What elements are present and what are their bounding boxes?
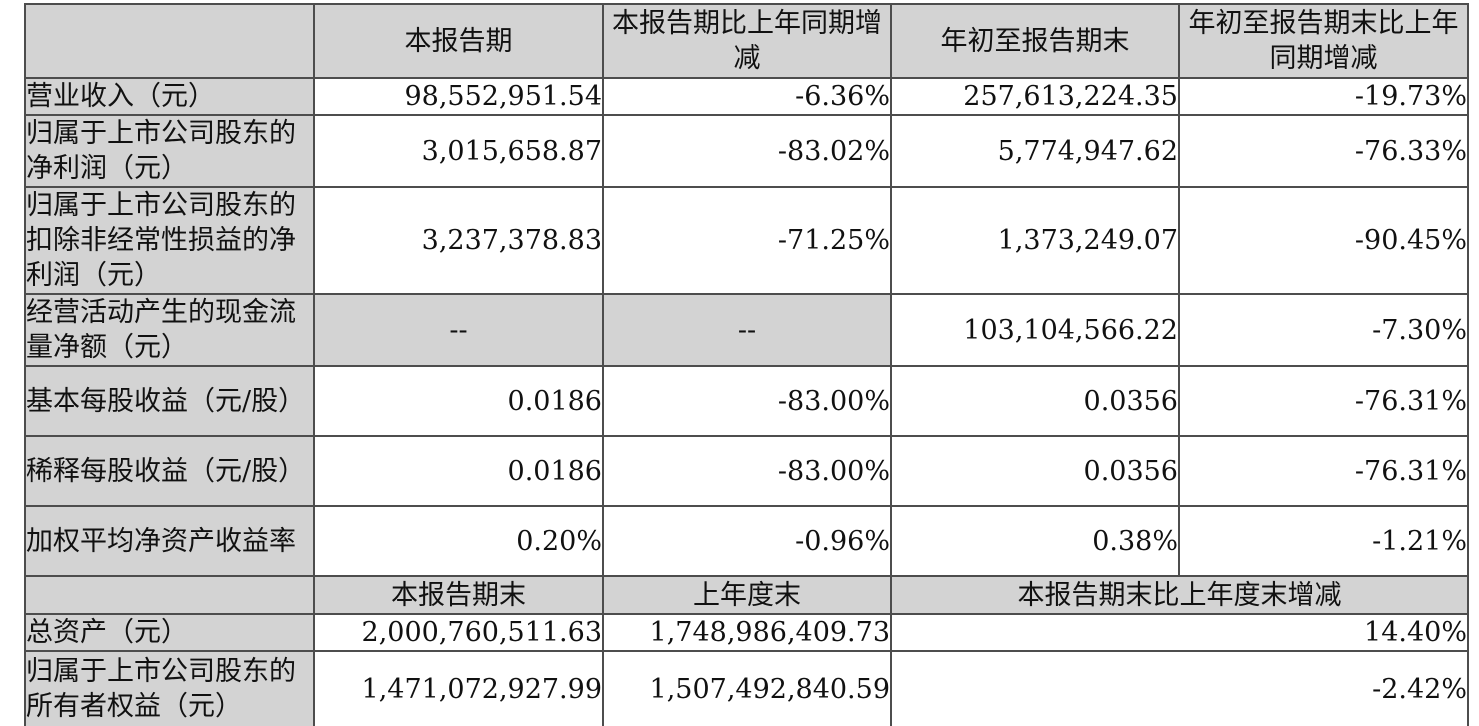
- diluted-eps-ytd-yoy: -76.31%: [1178, 435, 1469, 507]
- table-row-operating-cash-flow: 经营活动产生的现金流量净额（元） -- -- 103,104,566.22 -7…: [24, 293, 1469, 367]
- header-ytd-yoy: 年初至报告期末比上年同期增减: [1178, 3, 1469, 79]
- deducted-net-profit-current-value: 3,237,378.83: [313, 186, 604, 295]
- table-row-net-profit: 归属于上市公司股东的净利润（元） 3,015,658.87 -83.02% 5,…: [24, 114, 1469, 188]
- header-ytd: 年初至报告期末: [890, 3, 1180, 79]
- table-row-revenue: 营业收入（元） 98,552,951.54 -6.36% 257,613,224…: [24, 77, 1469, 116]
- basic-eps-ytd-value: 0.0356: [890, 365, 1180, 437]
- net-profit-ytd-yoy: -76.33%: [1178, 114, 1469, 188]
- header-period-end-change: 本报告期末比上年度末增减: [890, 575, 1469, 615]
- basic-eps-ytd-yoy: -76.31%: [1178, 365, 1469, 437]
- net-profit-current-value: 3,015,658.87: [313, 114, 604, 188]
- row-label-revenue: 营业收入（元）: [24, 77, 315, 116]
- total-assets-change: 14.40%: [890, 613, 1469, 652]
- revenue-ytd-yoy: -19.73%: [1178, 77, 1469, 116]
- row-label-operating-cash-flow: 经营活动产生的现金流量净额（元）: [24, 293, 315, 367]
- operating-cash-flow-current-yoy: --: [602, 293, 892, 367]
- row-label-equity: 归属于上市公司股东的所有者权益（元）: [24, 650, 315, 726]
- equity-period-end-value: 1,471,072,927.99: [313, 650, 604, 726]
- deducted-net-profit-current-yoy: -71.25%: [602, 186, 892, 295]
- operating-cash-flow-ytd-yoy: -7.30%: [1178, 293, 1469, 367]
- table-row-equity: 归属于上市公司股东的所有者权益（元） 1,471,072,927.99 1,50…: [24, 650, 1469, 726]
- key-financials-table: 本报告期 本报告期比上年同期增减 年初至报告期末 年初至报告期末比上年同期增减 …: [24, 3, 1469, 726]
- diluted-eps-current-value: 0.0186: [313, 435, 604, 507]
- equity-prev-year-end-value: 1,507,492,840.59: [602, 650, 892, 726]
- table-row-diluted-eps: 稀释每股收益（元/股） 0.0186 -83.00% 0.0356 -76.31…: [24, 435, 1469, 507]
- header-corner-cell: [24, 3, 315, 79]
- table-row-basic-eps: 基本每股收益（元/股） 0.0186 -83.00% 0.0356 -76.31…: [24, 365, 1469, 437]
- table-header-row-balance: 本报告期末 上年度末 本报告期末比上年度末增减: [24, 575, 1469, 615]
- row-label-total-assets: 总资产（元）: [24, 613, 315, 652]
- revenue-current-yoy: -6.36%: [602, 77, 892, 116]
- table-row-total-assets: 总资产（元） 2,000,760,511.63 1,748,986,409.73…: [24, 613, 1469, 652]
- revenue-ytd-value: 257,613,224.35: [890, 77, 1180, 116]
- row-label-diluted-eps: 稀释每股收益（元/股）: [24, 435, 315, 507]
- net-profit-current-yoy: -83.02%: [602, 114, 892, 188]
- deducted-net-profit-ytd-yoy: -90.45%: [1178, 186, 1469, 295]
- operating-cash-flow-current-value: --: [313, 293, 604, 367]
- basic-eps-current-yoy: -83.00%: [602, 365, 892, 437]
- header-period-end: 本报告期末: [313, 575, 604, 615]
- equity-change: -2.42%: [890, 650, 1469, 726]
- row-label-basic-eps: 基本每股收益（元/股）: [24, 365, 315, 437]
- header-prev-year-end: 上年度末: [602, 575, 892, 615]
- operating-cash-flow-ytd-value: 103,104,566.22: [890, 293, 1180, 367]
- row-label-weighted-avg-roe: 加权平均净资产收益率: [24, 505, 315, 577]
- total-assets-prev-year-end-value: 1,748,986,409.73: [602, 613, 892, 652]
- weighted-avg-roe-current-yoy: -0.96%: [602, 505, 892, 577]
- basic-eps-current-value: 0.0186: [313, 365, 604, 437]
- table-header-row-period: 本报告期 本报告期比上年同期增减 年初至报告期末 年初至报告期末比上年同期增减: [24, 3, 1469, 79]
- weighted-avg-roe-ytd-yoy: -1.21%: [1178, 505, 1469, 577]
- deducted-net-profit-ytd-value: 1,373,249.07: [890, 186, 1180, 295]
- row-label-net-profit: 归属于上市公司股东的净利润（元）: [24, 114, 315, 188]
- diluted-eps-current-yoy: -83.00%: [602, 435, 892, 507]
- header-current-period: 本报告期: [313, 3, 604, 79]
- header-current-period-yoy: 本报告期比上年同期增减: [602, 3, 892, 79]
- row-label-deducted-net-profit: 归属于上市公司股东的扣除非经常性损益的净利润（元）: [24, 186, 315, 295]
- total-assets-period-end-value: 2,000,760,511.63: [313, 613, 604, 652]
- table-row-weighted-avg-roe: 加权平均净资产收益率 0.20% -0.96% 0.38% -1.21%: [24, 505, 1469, 577]
- net-profit-ytd-value: 5,774,947.62: [890, 114, 1180, 188]
- table-row-deducted-net-profit: 归属于上市公司股东的扣除非经常性损益的净利润（元） 3,237,378.83 -…: [24, 186, 1469, 295]
- diluted-eps-ytd-value: 0.0356: [890, 435, 1180, 507]
- weighted-avg-roe-ytd-value: 0.38%: [890, 505, 1180, 577]
- revenue-current-value: 98,552,951.54: [313, 77, 604, 116]
- header2-corner-cell: [24, 575, 315, 615]
- weighted-avg-roe-current-value: 0.20%: [313, 505, 604, 577]
